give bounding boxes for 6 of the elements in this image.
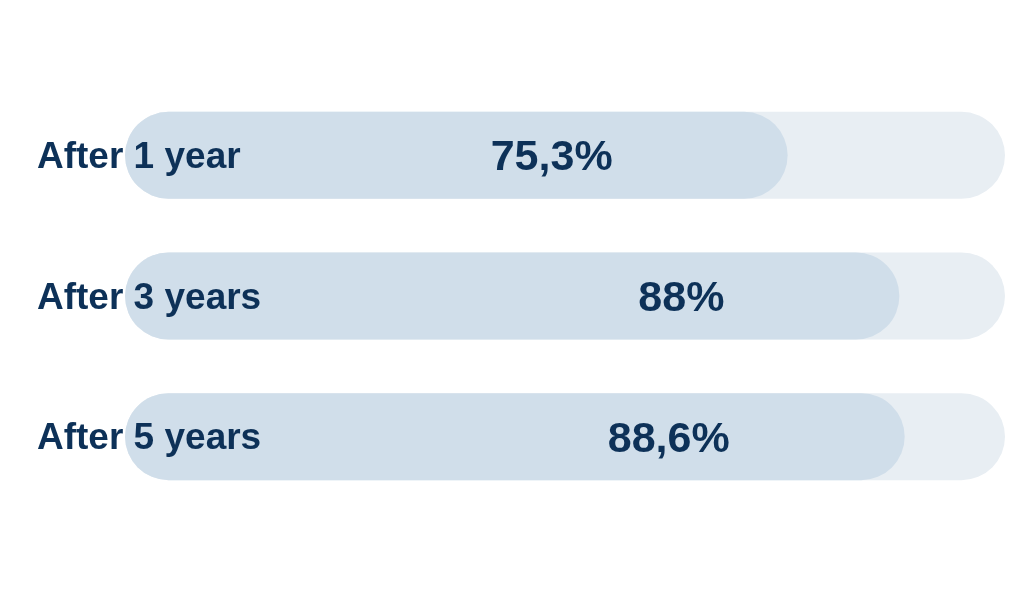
data-label: 75,3% [490,131,613,180]
data-label: 88,6% [607,412,730,461]
y-tick-label: After 5 years [37,416,262,458]
data-label: 88% [638,272,725,320]
y-tick-label: After 3 years [37,275,262,317]
y-tick-label: After 1 year [37,134,241,176]
